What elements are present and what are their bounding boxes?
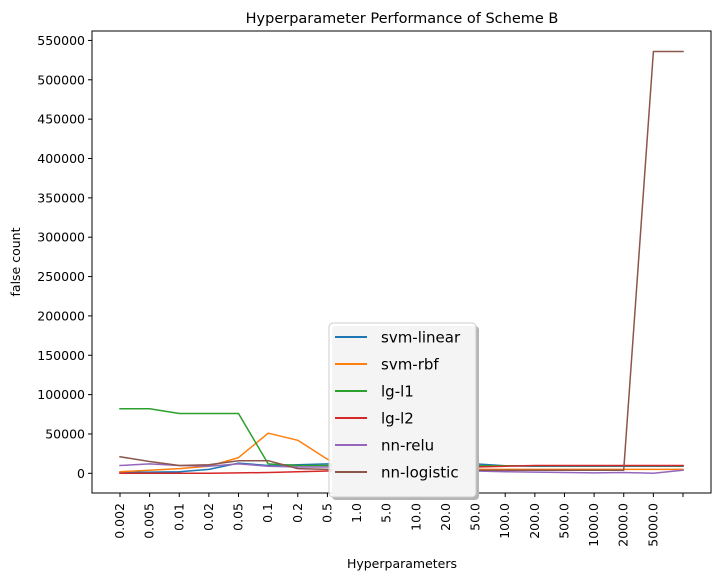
x-tick-label: 200.0 (527, 503, 542, 539)
legend-label-lg-l1: lg-l1 (381, 383, 414, 401)
legend-box (328, 322, 477, 498)
x-tick-label: 0.1 (260, 503, 275, 523)
y-tick-label: 250000 (37, 269, 85, 284)
x-tick-label: 2000.0 (616, 503, 631, 547)
y-tick-label: 500000 (37, 72, 85, 87)
legend-label-nn-relu: nn-relu (381, 437, 434, 455)
y-tick-label: 0 (77, 466, 85, 481)
legend-label-svm-rbf: svm-rbf (381, 356, 439, 374)
x-tick-label: 0.01 (171, 503, 186, 531)
y-tick-label: 450000 (37, 112, 85, 127)
x-axis: 0.002 0.005 0.01 0.02 0.05 0.1 0.2 0.5 1.0 5.0 10.… (112, 493, 684, 547)
x-tick-label: 500.0 (556, 503, 571, 539)
x-tick-label: 0.5 (319, 503, 334, 523)
y-tick-label: 300000 (37, 230, 85, 245)
legend-label-svm-linear: svm-linear (381, 329, 461, 347)
y-axis: 0 50000 100000 150000 200000 250000 300000 3500… (37, 33, 92, 481)
y-tick-label: 350000 (37, 190, 85, 205)
legend: svm-linear svm-rbf lg-l1 lg-l2 nn-relu nn-log… (328, 322, 479, 500)
y-tick-label: 400000 (37, 151, 85, 166)
legend-label-lg-l2: lg-l2 (381, 410, 414, 428)
x-tick-label: 0.2 (290, 503, 305, 523)
y-tick-label: 100000 (37, 387, 85, 402)
y-tick-label: 50000 (45, 426, 85, 441)
x-tick-label: 0.005 (142, 503, 157, 539)
x-tick-label: 5000.0 (645, 503, 660, 547)
y-tick-label: 150000 (37, 348, 85, 363)
x-tick-label: 0.002 (112, 503, 127, 539)
x-axis-label: Hyperparameters (347, 556, 457, 571)
x-tick-label: 1.0 (349, 503, 364, 523)
y-tick-label: 550000 (37, 33, 85, 48)
x-tick-label: 100.0 (497, 503, 512, 539)
x-tick-label: 10.0 (408, 503, 423, 531)
x-tick-label: 5.0 (379, 503, 394, 523)
y-axis-label: false count (8, 227, 23, 296)
y-tick-label: 200000 (37, 308, 85, 323)
x-tick-label: 50.0 (468, 503, 483, 531)
x-tick-label: 20.0 (438, 503, 453, 531)
x-tick-label: 0.02 (201, 503, 216, 531)
chart-title: Hyperparameter Performance of Scheme B (246, 11, 559, 27)
x-tick-label: 0.05 (231, 503, 246, 531)
legend-label-nn-logistic: nn-logistic (381, 464, 459, 482)
x-tick-label: 1000.0 (586, 503, 601, 547)
